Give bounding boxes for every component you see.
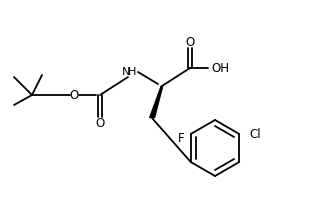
Text: Cl: Cl <box>249 128 261 141</box>
Text: N: N <box>122 67 130 77</box>
Text: OH: OH <box>211 62 229 74</box>
Text: O: O <box>69 89 79 102</box>
Text: O: O <box>96 116 105 129</box>
Text: F: F <box>177 131 184 145</box>
Text: O: O <box>185 35 195 49</box>
Text: H: H <box>128 67 136 77</box>
